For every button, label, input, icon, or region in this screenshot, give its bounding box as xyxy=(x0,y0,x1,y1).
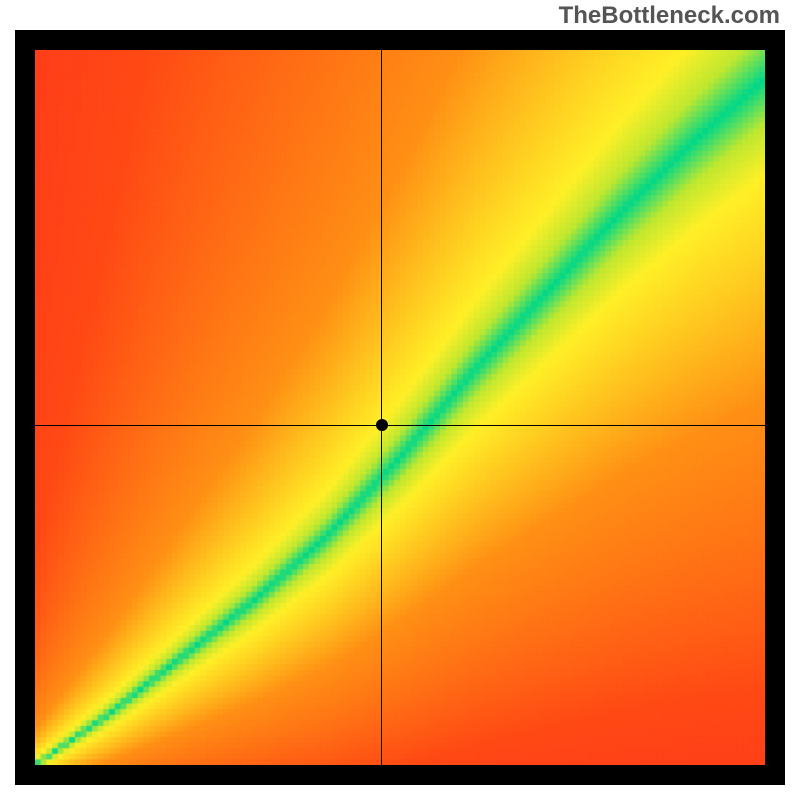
crosshair-marker xyxy=(376,419,388,431)
chart-container: TheBottleneck.com xyxy=(0,0,800,800)
crosshair-horizontal xyxy=(35,425,765,426)
crosshair-vertical xyxy=(381,50,382,765)
heatmap-canvas xyxy=(35,50,765,765)
watermark-text: TheBottleneck.com xyxy=(559,2,780,30)
